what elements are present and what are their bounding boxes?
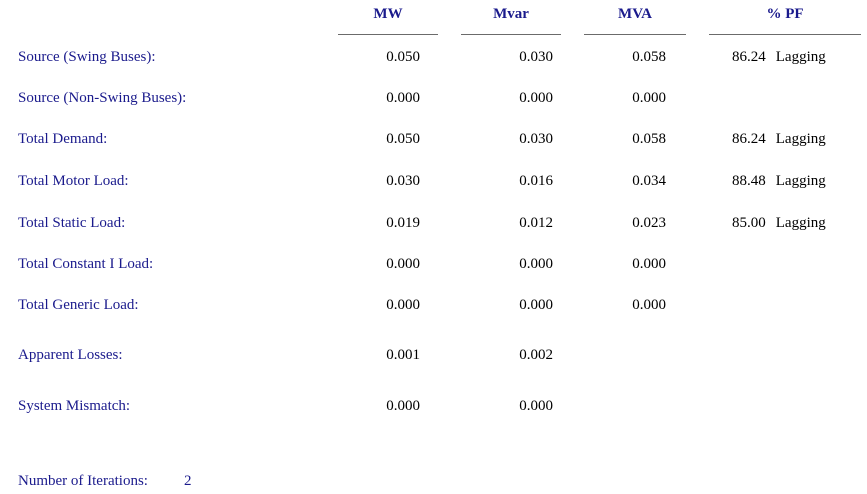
cell-mw: 0.000 (386, 398, 420, 414)
cell-mw: 0.030 (386, 173, 420, 189)
cell-pf: 86.24 Lagging (732, 49, 826, 66)
cell-mvar: 0.016 (519, 173, 553, 189)
cell-pf: 85.00 Lagging (732, 215, 826, 232)
row-label: System Mismatch: (18, 398, 131, 414)
cell-mvar: 0.000 (519, 297, 553, 313)
pf-value: 86.24 (732, 49, 766, 65)
cell-mw: 0.050 (386, 49, 420, 65)
column-header-mvar: Mvar (493, 6, 529, 22)
cell-mvar: 0.000 (519, 90, 553, 106)
row-label: Total Static Load: (18, 215, 126, 231)
pf-value: 86.24 (732, 131, 766, 147)
column-header-mw: MW (373, 6, 403, 22)
cell-mva: 0.058 (632, 49, 666, 65)
cell-mw: 0.019 (386, 215, 420, 231)
cell-pf: 86.24 Lagging (732, 131, 826, 148)
iterations-label: Number of Iterations: (18, 473, 148, 489)
cell-pf: 88.48 Lagging (732, 173, 826, 190)
cell-mvar: 0.000 (519, 398, 553, 414)
cell-mva: 0.034 (632, 173, 666, 189)
header-rule-mvar (461, 34, 561, 35)
row-label: Total Generic Load: (18, 297, 139, 313)
cell-mva: 0.000 (632, 297, 666, 313)
cell-mva: 0.023 (632, 215, 666, 231)
cell-mva: 0.000 (632, 256, 666, 272)
pf-direction: Lagging (775, 131, 826, 147)
pf-value: 88.48 (732, 173, 766, 189)
pf-direction: Lagging (775, 173, 826, 189)
pf-value: 85.00 (732, 215, 766, 231)
header-rule-pf (709, 34, 861, 35)
cell-mw: 0.000 (386, 297, 420, 313)
cell-mvar: 0.002 (519, 347, 553, 363)
cell-pf (732, 256, 742, 273)
header-rule-mw (338, 34, 438, 35)
cell-mw: 0.001 (386, 347, 420, 363)
cell-mvar: 0.030 (519, 131, 553, 147)
row-label: Total Demand: (18, 131, 108, 147)
row-label: Total Motor Load: (18, 173, 129, 189)
cell-pf (732, 398, 742, 415)
pf-direction: Lagging (775, 215, 826, 231)
cell-pf (732, 347, 742, 364)
header-rule-mva (584, 34, 686, 35)
row-label: Source (Non-Swing Buses): (18, 90, 187, 106)
cell-mvar: 0.000 (519, 256, 553, 272)
cell-pf (732, 297, 742, 314)
column-header-mva: MVA (618, 6, 652, 22)
cell-pf (732, 90, 742, 107)
cell-mw: 0.000 (386, 90, 420, 106)
cell-mw: 0.000 (386, 256, 420, 272)
column-header-pf: % PF (766, 6, 804, 22)
pf-direction: Lagging (775, 49, 826, 65)
cell-mw: 0.050 (386, 131, 420, 147)
row-label: Apparent Losses: (18, 347, 123, 363)
iterations-value: 2 (184, 473, 192, 489)
cell-mvar: 0.030 (519, 49, 553, 65)
cell-mva: 0.000 (632, 90, 666, 106)
cell-mvar: 0.012 (519, 215, 553, 231)
cell-mva: 0.058 (632, 131, 666, 147)
row-label: Total Constant I Load: (18, 256, 154, 272)
row-label: Source (Swing Buses): (18, 49, 156, 65)
